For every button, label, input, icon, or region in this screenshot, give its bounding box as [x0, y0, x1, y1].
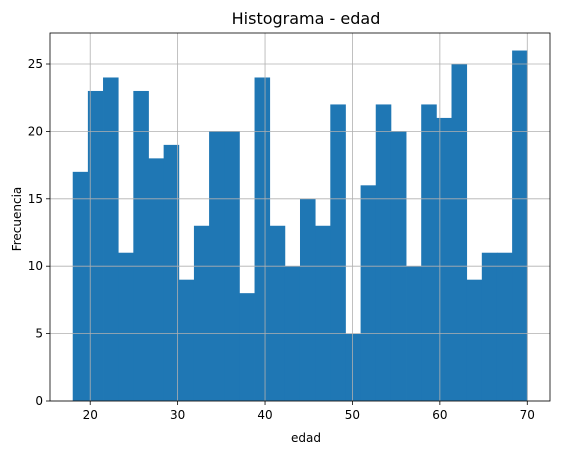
histogram-bar	[269, 225, 286, 401]
y-tick-label: 5	[35, 327, 43, 341]
histogram-bar	[178, 279, 195, 401]
histogram-bar	[72, 171, 89, 401]
histogram-bar	[103, 77, 119, 401]
histogram-bar	[193, 225, 210, 401]
y-tick-label: 15	[28, 192, 43, 206]
y-tick-label: 20	[28, 124, 43, 138]
histogram-bar	[133, 90, 149, 401]
y-tick-label: 0	[35, 394, 43, 408]
histogram-bar	[254, 77, 271, 401]
histogram-bar	[496, 252, 513, 401]
histogram-bar	[345, 333, 362, 401]
histogram-bar	[163, 144, 180, 401]
y-tick-label: 25	[28, 57, 43, 71]
histogram-bar	[360, 185, 377, 401]
histogram-bar	[299, 198, 316, 401]
histogram-bar	[239, 293, 255, 401]
y-tick-label: 10	[28, 259, 43, 273]
axes-layer	[49, 32, 551, 402]
histogram-bar	[118, 252, 134, 401]
bars-layer	[72, 50, 528, 402]
ticks-layer: 20 30 40 50 60 70 0 5 10 15 20 25	[28, 57, 535, 422]
histogram-bar	[436, 117, 452, 401]
x-tick-label: 60	[432, 408, 447, 422]
histogram-bar	[481, 252, 498, 401]
histogram-bar	[421, 104, 437, 401]
histogram-bar	[315, 225, 331, 401]
chart-title: Histograma - edad	[232, 9, 381, 28]
histogram-bar	[148, 158, 165, 401]
x-tick-label: 70	[520, 408, 535, 422]
histogram-bar	[87, 90, 104, 401]
histogram-bar	[375, 104, 392, 401]
x-tick-label: 20	[83, 408, 98, 422]
y-axis-label: Frecuencia	[10, 187, 24, 252]
x-axis-label: edad	[291, 431, 321, 445]
histogram-bar	[330, 104, 346, 401]
histogram-bar	[451, 64, 468, 401]
x-tick-label: 50	[345, 408, 360, 422]
histogram-bar	[512, 50, 528, 402]
plot-frame	[49, 32, 551, 402]
x-tick-label: 30	[170, 408, 185, 422]
x-tick-label: 40	[257, 408, 272, 422]
histogram-bar	[466, 279, 483, 401]
